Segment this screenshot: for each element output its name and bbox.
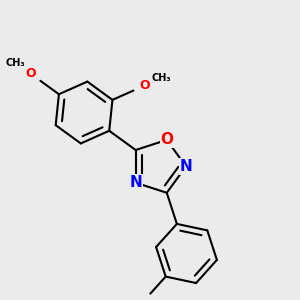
Text: CH₃: CH₃ [6,58,26,68]
Text: N: N [180,159,192,174]
Text: CH₃: CH₃ [152,73,171,83]
Text: N: N [129,175,142,190]
Text: O: O [25,67,36,80]
Text: O: O [140,79,150,92]
Text: O: O [160,132,173,147]
